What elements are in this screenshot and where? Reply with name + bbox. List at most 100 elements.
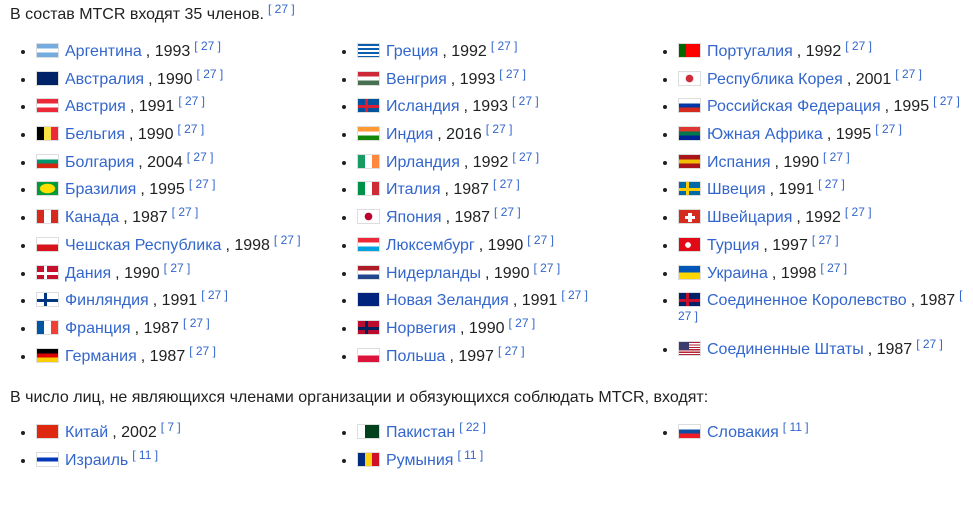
accession-year: , 1990 — [128, 126, 174, 144]
country-link[interactable]: Греция — [386, 43, 439, 60]
country-link[interactable]: Израиль — [65, 451, 129, 469]
country-link[interactable]: Швеция — [707, 181, 766, 199]
reference[interactable]: [ 11 ] — [132, 447, 159, 462]
reference[interactable]: [ 27 ] — [201, 288, 228, 303]
reference[interactable]: [ 11 ] — [782, 420, 809, 435]
accession-year: , 1995 — [884, 98, 930, 116]
reference[interactable]: [ 27 ] — [267, 2, 295, 16]
country-link[interactable]: Швейцария — [707, 209, 793, 227]
reference[interactable]: [ 27 ] — [844, 205, 872, 220]
reference[interactable]: [ 27 ] — [875, 122, 902, 137]
accession-year: , 1992 — [796, 209, 841, 227]
reference[interactable]: [ 7 ] — [160, 420, 181, 435]
country-link[interactable]: Нидерланды — [386, 264, 481, 282]
country-link[interactable]: Бразилия — [65, 181, 137, 199]
country-link[interactable]: Исландия — [386, 98, 460, 116]
country-link[interactable]: Австрия — [65, 98, 126, 116]
reference[interactable]: [ 27 ] — [273, 232, 301, 247]
reference[interactable]: [ 27 ] — [512, 149, 540, 164]
reference[interactable]: [ 27 ] — [171, 205, 199, 220]
country-link[interactable]: Новая Зеландия — [386, 292, 509, 310]
country-link[interactable]: Ирландия — [386, 153, 460, 171]
non-member-list: Китай, 2002[ 7 ]Израиль[ 11 ]Пакистан[ 2… — [10, 420, 973, 477]
list-item: Португалия, 1992[ 27 ] — [678, 39, 973, 62]
country-link[interactable]: Германия — [65, 347, 137, 365]
list-item: Люксембург, 1990[ 27 ] — [357, 232, 652, 256]
flag-icon — [678, 264, 701, 280]
country-link[interactable]: Китай — [65, 424, 109, 442]
reference[interactable]: [ 11 ] — [457, 447, 484, 462]
reference[interactable]: [ 27 ] — [183, 315, 210, 330]
reference[interactable]: [ 27 ] — [527, 232, 554, 247]
country-link[interactable]: Соединенные Штаты — [707, 340, 864, 358]
country-link[interactable]: Италия — [386, 181, 441, 199]
reference[interactable]: [ 27 ] — [494, 205, 521, 220]
reference[interactable]: [ 27 ] — [492, 177, 520, 192]
accession-year: , 1995 — [140, 181, 185, 199]
reference[interactable]: [ 27 ] — [188, 177, 216, 192]
country-link[interactable]: Норвегия — [386, 319, 457, 337]
country-link[interactable]: Южная Африка — [707, 126, 823, 144]
country-link[interactable]: Япония — [386, 209, 442, 227]
country-link[interactable]: Португалия — [707, 43, 793, 60]
country-link[interactable]: Республика Корея — [707, 70, 843, 88]
reference[interactable]: [ 27 ] — [512, 94, 539, 109]
reference[interactable]: [ 27 ] — [163, 260, 191, 275]
accession-year: , 1990 — [478, 236, 524, 254]
country-link[interactable]: Румыния — [386, 451, 454, 469]
reference[interactable]: [ 27 ] — [811, 232, 839, 247]
reference[interactable]: [ 27 ] — [497, 343, 525, 358]
reference[interactable]: [ 22 ] — [459, 420, 486, 435]
country-link[interactable]: Польша — [386, 347, 446, 365]
reference[interactable]: [ 27 ] — [508, 315, 536, 330]
reference[interactable]: [ 27 ] — [933, 94, 960, 109]
reference[interactable]: [ 27 ] — [485, 122, 513, 137]
reference[interactable]: [ 27 ] — [178, 94, 205, 109]
accession-year: , 1992 — [463, 153, 509, 171]
reference[interactable]: [ 27 ] — [822, 149, 850, 164]
reference[interactable]: [ 27 ] — [490, 39, 518, 53]
country-link[interactable]: Словакия — [707, 424, 779, 442]
reference[interactable]: [ 27 ] — [186, 149, 214, 164]
country-link[interactable]: Турция — [707, 236, 760, 254]
country-link[interactable]: Испания — [707, 153, 771, 171]
country-link[interactable]: Аргентина — [65, 43, 142, 60]
reference[interactable]: [ 27 ] — [678, 288, 963, 324]
reference[interactable]: [ 27 ] — [561, 288, 588, 303]
reference[interactable]: [ 27 ] — [818, 177, 845, 192]
flag-icon — [678, 98, 701, 114]
country-link[interactable]: Соединенное Королевство — [707, 292, 907, 310]
flag-icon — [36, 181, 59, 197]
country-link[interactable]: Люксембург — [386, 236, 475, 254]
reference[interactable]: [ 27 ] — [177, 122, 205, 137]
list-item: Норвегия, 1990[ 27 ] — [357, 315, 652, 339]
flag-icon — [678, 340, 701, 356]
country-link[interactable]: Российская Федерация — [707, 98, 881, 116]
reference[interactable]: [ 27 ] — [820, 260, 848, 275]
flag-icon — [36, 43, 59, 58]
country-link[interactable]: Бельгия — [65, 126, 125, 144]
country-link[interactable]: Дания — [65, 264, 112, 282]
country-link[interactable]: Венгрия — [386, 70, 447, 88]
reference[interactable]: [ 27 ] — [196, 66, 224, 81]
reference[interactable]: [ 27 ] — [916, 336, 943, 351]
country-link[interactable]: Индия — [386, 126, 434, 144]
reference[interactable]: [ 27 ] — [845, 39, 872, 53]
reference[interactable]: [ 27 ] — [499, 66, 526, 81]
country-link[interactable]: Чешская Республика — [65, 236, 222, 254]
country-link[interactable]: Австралия — [65, 70, 145, 88]
reference[interactable]: [ 27 ] — [895, 66, 922, 81]
accession-year: , 1992 — [442, 43, 487, 60]
flag-icon — [678, 292, 701, 308]
reference[interactable]: [ 27 ] — [194, 39, 221, 53]
country-link[interactable]: Франция — [65, 319, 131, 337]
country-link[interactable]: Финляндия — [65, 292, 149, 310]
country-link[interactable]: Украина — [707, 264, 768, 282]
reference[interactable]: [ 27 ] — [189, 343, 216, 358]
list-item: Швейцария, 1992[ 27 ] — [678, 205, 973, 228]
country-link[interactable]: Канада — [65, 209, 120, 227]
reference[interactable]: [ 27 ] — [533, 260, 561, 275]
country-link[interactable]: Болгария — [65, 153, 135, 171]
country-link[interactable]: Пакистан — [386, 424, 456, 442]
column: Пакистан[ 22 ] Румыния[ 11 ] — [331, 420, 652, 477]
